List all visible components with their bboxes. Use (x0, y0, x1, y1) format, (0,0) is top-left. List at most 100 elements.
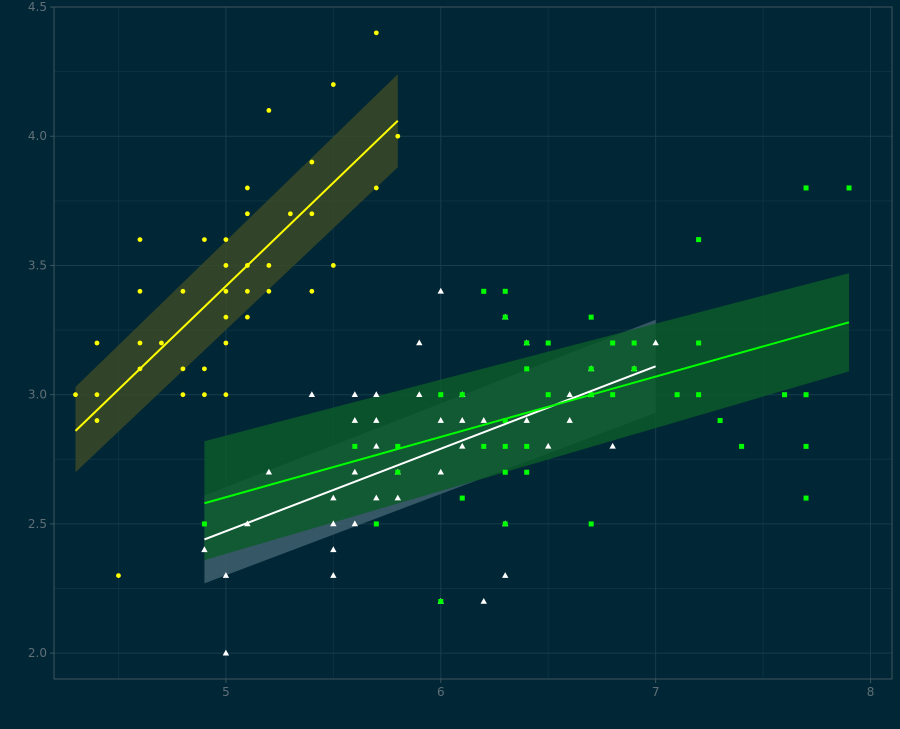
point-square (588, 314, 594, 320)
regression-lines (74, 120, 850, 541)
point-circle (159, 340, 164, 346)
regression-line-square (204, 321, 850, 505)
point-triangle (566, 391, 573, 397)
point-triangle (351, 520, 359, 527)
point-circle (373, 30, 379, 36)
point-circle (137, 237, 143, 243)
x-tick-label: 7 (652, 685, 660, 699)
point-triangle (265, 468, 273, 475)
point-circle (309, 288, 315, 294)
point-circle (244, 288, 250, 294)
y-tick-label: 2.0 (28, 646, 47, 660)
point-square (782, 392, 788, 398)
point-triangle (652, 339, 659, 346)
x-axis-ticks: 5 6 7 8 (222, 679, 874, 699)
point-triangle (416, 339, 423, 346)
point-square (438, 598, 444, 604)
point-square (696, 392, 702, 398)
point-triangle (566, 417, 573, 423)
point-triangle (502, 572, 509, 578)
point-square (674, 392, 680, 398)
point-square (588, 366, 594, 372)
point-square (739, 443, 745, 449)
point-square (524, 340, 530, 346)
x-tick-label: 6 (437, 685, 445, 699)
point-circle (287, 211, 293, 217)
point-triangle (373, 494, 380, 501)
point-square (803, 443, 809, 449)
point-circle (223, 288, 229, 294)
point-circle (94, 340, 100, 346)
point-circle (244, 211, 250, 217)
point-square (631, 340, 637, 346)
point-square (459, 495, 465, 501)
point-square (545, 392, 551, 398)
point-circle (202, 237, 207, 243)
point-square (610, 392, 616, 398)
y-tick-label: 3.0 (28, 388, 47, 402)
point-square (803, 392, 809, 398)
point-circle (202, 392, 207, 398)
point-square (502, 521, 508, 527)
y-tick-label: 2.5 (28, 517, 47, 531)
point-circle (373, 185, 379, 191)
point-circle (244, 314, 250, 320)
point-circle (180, 366, 186, 372)
point-circle (266, 288, 272, 294)
point-circle (180, 392, 186, 398)
x-tick-label: 8 (867, 685, 875, 699)
point-triangle (373, 417, 380, 423)
confidence-band-circle (75, 74, 398, 473)
point-square (481, 443, 487, 449)
point-square (545, 340, 551, 346)
point-circle (330, 263, 336, 268)
y-axis-ticks: 2.0 2.5 3.0 3.5 4.0 4.5 (28, 0, 54, 660)
point-triangle (330, 494, 337, 501)
point-circle (202, 366, 207, 372)
point-square (803, 185, 809, 191)
point-square (201, 521, 207, 527)
regression-line-circle (74, 120, 399, 432)
point-triangle (609, 442, 616, 449)
point-triangle (222, 572, 230, 578)
point-circle (137, 288, 143, 294)
point-square (438, 392, 444, 398)
point-square (717, 418, 723, 424)
point-square (395, 469, 401, 475)
point-circle (94, 418, 100, 423)
y-tick-label: 3.5 (28, 258, 47, 272)
point-triangle (373, 391, 380, 397)
point-circle (73, 392, 78, 398)
point-circle (223, 392, 229, 398)
point-triangle (330, 520, 337, 527)
point-square (502, 314, 508, 320)
point-square (373, 521, 379, 527)
point-triangle (459, 442, 466, 449)
point-triangle (373, 442, 380, 449)
point-triangle (394, 494, 401, 501)
point-triangle (416, 391, 423, 397)
point-triangle (330, 572, 337, 578)
point-circle (309, 159, 315, 165)
point-triangle (308, 391, 316, 397)
point-square (352, 443, 358, 449)
point-square (481, 288, 487, 294)
point-circle (223, 314, 229, 320)
point-circle (137, 340, 143, 346)
point-square (846, 185, 852, 191)
point-square (459, 392, 465, 398)
point-triangle (437, 417, 444, 423)
point-square (610, 340, 616, 346)
point-square (803, 495, 809, 501)
point-square (696, 237, 702, 243)
y-tick-label: 4.5 (28, 0, 47, 14)
point-circle (266, 263, 272, 268)
point-square (502, 469, 508, 475)
point-triangle (351, 468, 359, 475)
point-circle (330, 82, 336, 87)
point-triangle (480, 597, 487, 604)
point-square (631, 366, 637, 372)
regression-line-triangle (204, 365, 656, 541)
point-triangle (330, 546, 337, 553)
